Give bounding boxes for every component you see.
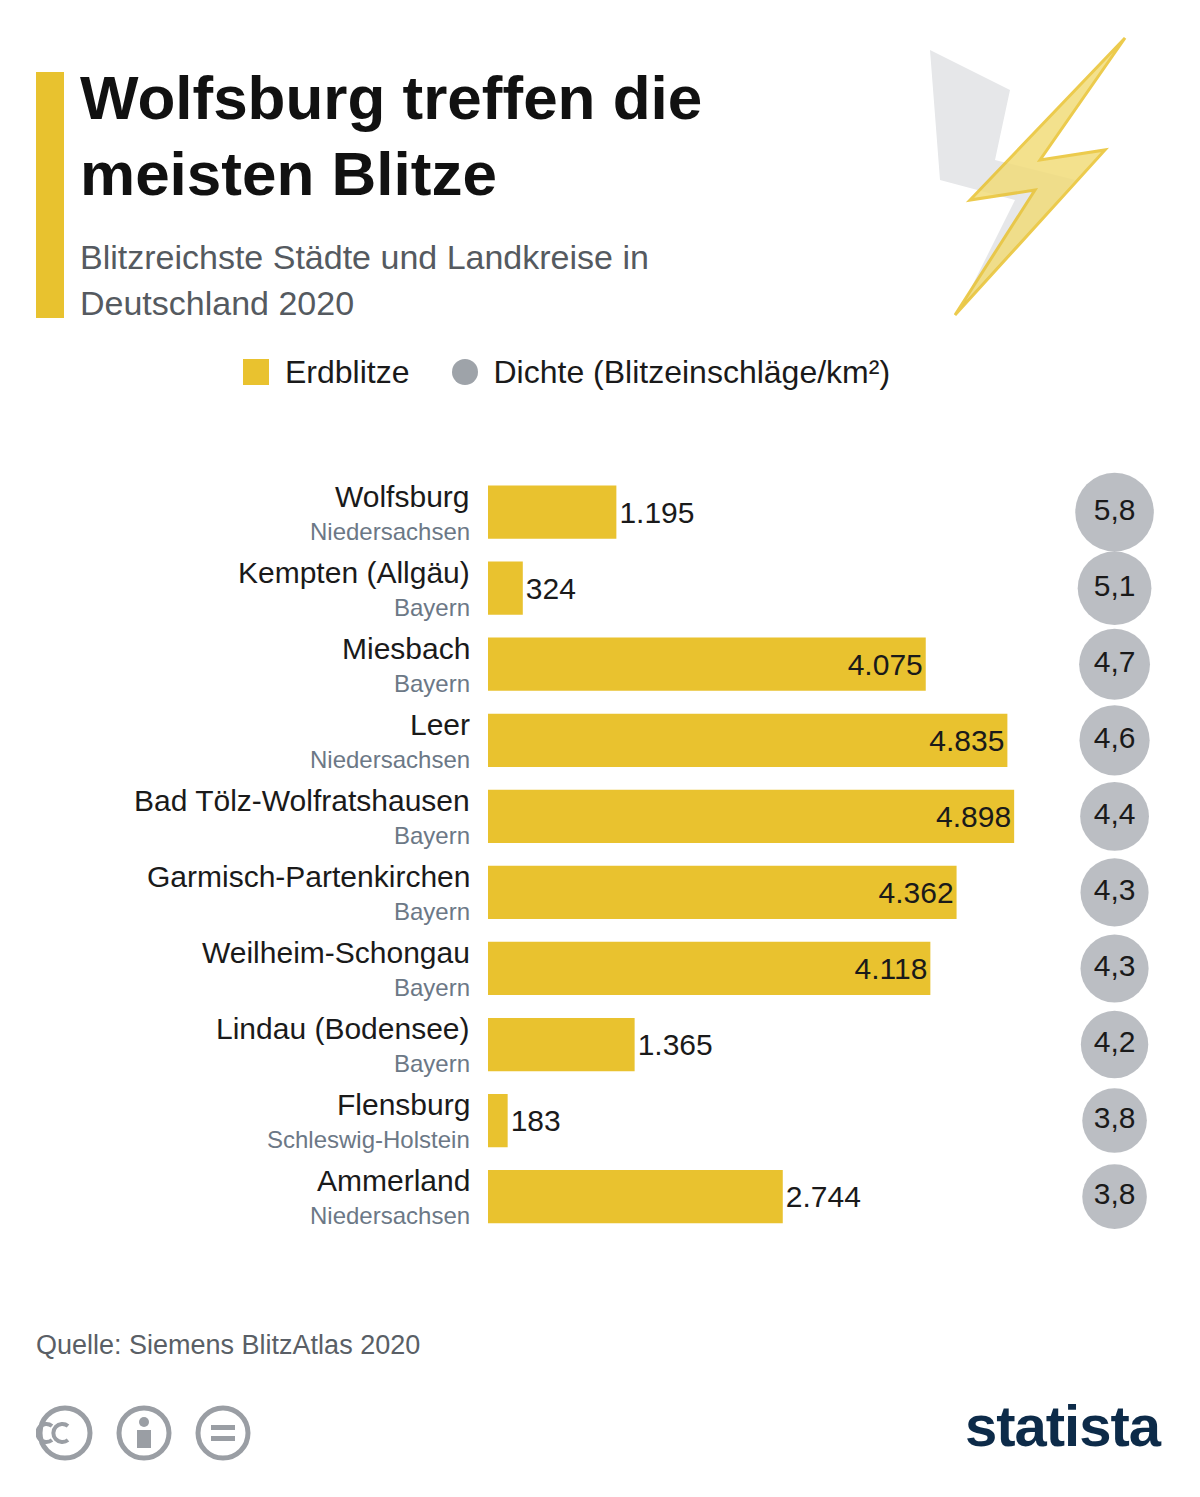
svg-text:4,7: 4,7 bbox=[1094, 645, 1136, 678]
svg-text:4.362: 4.362 bbox=[879, 876, 954, 909]
svg-text:Bayern: Bayern bbox=[394, 822, 470, 849]
svg-text:4,3: 4,3 bbox=[1094, 949, 1136, 982]
svg-text:324: 324 bbox=[526, 572, 576, 605]
svg-text:4,2: 4,2 bbox=[1094, 1025, 1136, 1058]
svg-text:Weilheim-Schongau: Weilheim-Schongau bbox=[202, 936, 470, 969]
svg-text:Niedersachsen: Niedersachsen bbox=[310, 746, 470, 773]
svg-text:1.365: 1.365 bbox=[638, 1028, 713, 1061]
svg-text:Miesbach: Miesbach bbox=[342, 632, 470, 665]
svg-text:Bayern: Bayern bbox=[394, 974, 470, 1001]
svg-text:4.118: 4.118 bbox=[855, 952, 928, 985]
svg-text:Niedersachsen: Niedersachsen bbox=[310, 518, 470, 545]
svg-text:Wolfsburg: Wolfsburg bbox=[335, 480, 470, 513]
svg-text:1.195: 1.195 bbox=[619, 496, 694, 529]
svg-text:Kempten (Allgäu): Kempten (Allgäu) bbox=[238, 556, 470, 589]
svg-text:4.075: 4.075 bbox=[848, 648, 923, 681]
html-text:Quelle: Siemens BlitzAtlas 202: Quelle: Siemens BlitzAtlas 2020 bbox=[36, 1330, 421, 1360]
svg-text:4,4: 4,4 bbox=[1094, 797, 1136, 830]
svg-text:Bayern: Bayern bbox=[394, 670, 470, 697]
svg-text:3,8: 3,8 bbox=[1094, 1101, 1136, 1134]
svg-text:Bayern: Bayern bbox=[394, 898, 470, 925]
svg-text:4.898: 4.898 bbox=[936, 800, 1011, 833]
svg-text:Schleswig-Holstein: Schleswig-Holstein bbox=[267, 1126, 470, 1153]
svg-text:Bayern: Bayern bbox=[394, 594, 470, 621]
svg-text:Niedersachsen: Niedersachsen bbox=[310, 1202, 470, 1229]
svg-text:Ammerland: Ammerland bbox=[317, 1164, 470, 1197]
html-text:Dichte (Blitzeinschläge/km²): Dichte (Blitzeinschläge/km²) bbox=[493, 353, 891, 390]
svg-text:5,8: 5,8 bbox=[1094, 493, 1136, 526]
svg-text:Lindau (Bodensee): Lindau (Bodensee) bbox=[216, 1012, 470, 1045]
svg-text:Bayern: Bayern bbox=[394, 1050, 470, 1077]
html-text:Erdblitze: Erdblitze bbox=[285, 353, 410, 390]
html-text:Wolfsburg treffen die meisten: Wolfsburg treffen die meisten Blitze bbox=[80, 63, 703, 208]
svg-text:Garmisch-Partenkirchen: Garmisch-Partenkirchen bbox=[147, 860, 470, 893]
svg-text:4,3: 4,3 bbox=[1094, 873, 1136, 906]
svg-text:Flensburg: Flensburg bbox=[337, 1088, 470, 1121]
svg-text:3,8: 3,8 bbox=[1094, 1177, 1136, 1210]
svg-text:Bad Tölz-Wolfratshausen: Bad Tölz-Wolfratshausen bbox=[134, 784, 470, 817]
svg-text:Leer: Leer bbox=[410, 708, 470, 741]
html-text:statista: statista bbox=[964, 1393, 1160, 1458]
html-text:Blitzreichste Städte und Landk: Blitzreichste Städte und Landkreise in D… bbox=[80, 238, 649, 322]
svg-text:4.835: 4.835 bbox=[929, 724, 1004, 757]
svg-text:4,6: 4,6 bbox=[1094, 721, 1136, 754]
svg-text:5,1: 5,1 bbox=[1094, 569, 1136, 602]
svg-text:183: 183 bbox=[511, 1104, 561, 1137]
svg-text:2.744: 2.744 bbox=[786, 1180, 861, 1213]
